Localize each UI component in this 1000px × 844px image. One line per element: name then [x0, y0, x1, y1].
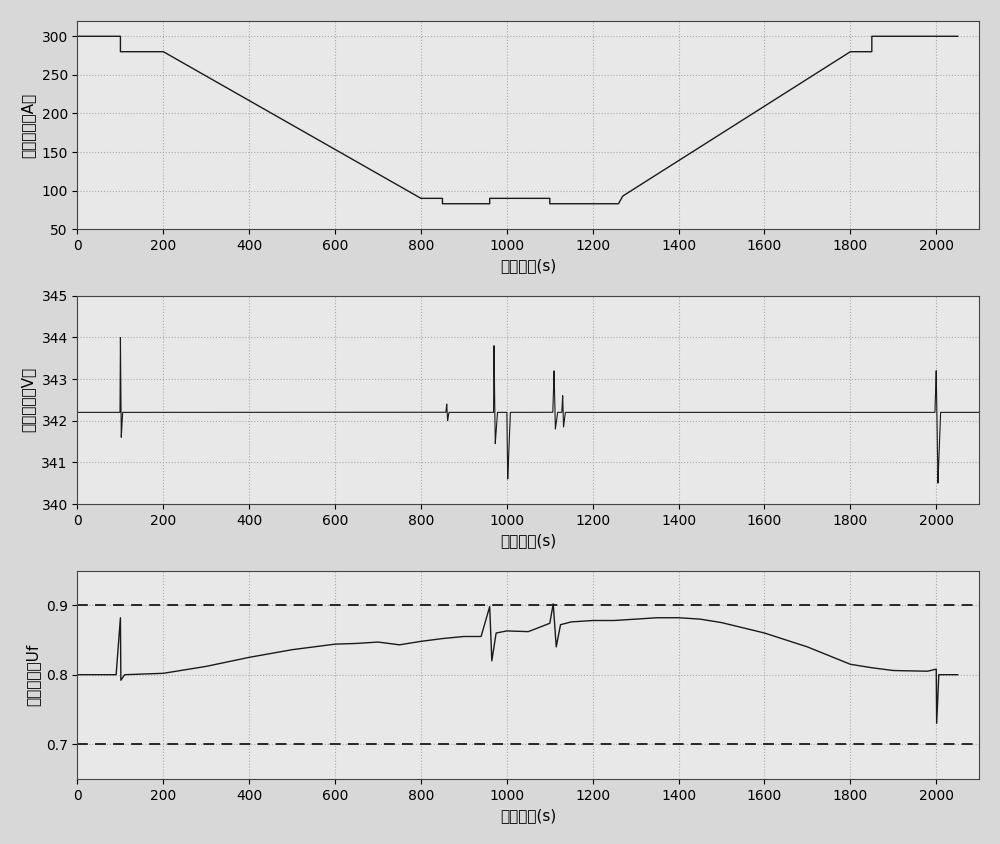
- Y-axis label: 负荷电流（A）: 负荷电流（A）: [21, 93, 36, 158]
- Y-axis label: 输出电压（V）: 输出电压（V）: [21, 367, 36, 432]
- X-axis label: 仿真时间(s): 仿真时间(s): [500, 809, 556, 823]
- Y-axis label: 燃料利用率Uf: 燃料利用率Uf: [25, 644, 40, 706]
- X-axis label: 仿真时间(s): 仿真时间(s): [500, 258, 556, 273]
- X-axis label: 仿真时间(s): 仿真时间(s): [500, 533, 556, 549]
